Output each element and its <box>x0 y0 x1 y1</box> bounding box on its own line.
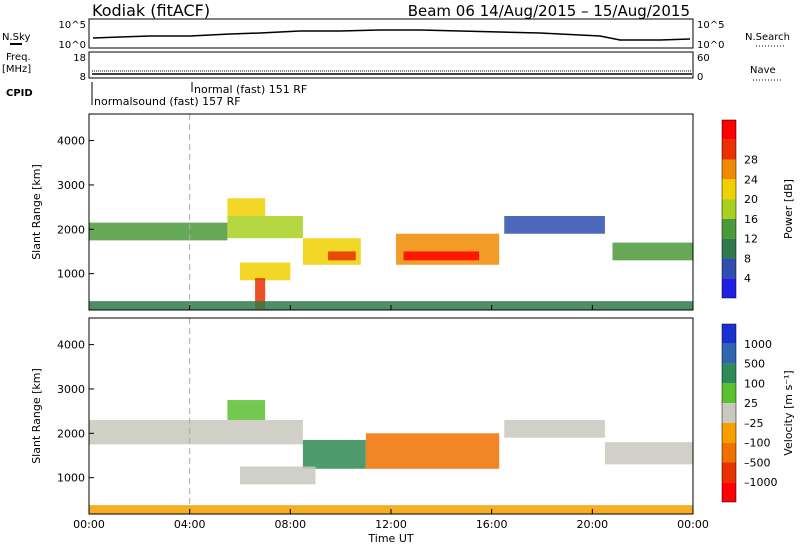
nsky-trace <box>92 29 691 41</box>
nsky-tick-top: 10^5 <box>59 20 86 31</box>
nsky-label: N.Sky <box>2 32 30 43</box>
nsearch-label: N.Search <box>745 32 790 43</box>
nsky-strip-frame <box>88 18 694 49</box>
power-panel-background <box>89 114 693 310</box>
colorbar-tick-label: 16 <box>744 213 758 226</box>
velocity-echo-band <box>365 433 500 469</box>
y-tick-label: 4000 <box>57 135 85 148</box>
colorbar-tick-label: 4 <box>744 272 751 285</box>
freq-tick-bottom: 8 <box>80 72 86 83</box>
colorbar-segment <box>722 343 736 364</box>
velocity-echo-band <box>604 442 693 465</box>
freq-strip-frame <box>88 51 694 79</box>
velocity-echo-band <box>89 419 303 445</box>
power-echo-band <box>504 215 605 234</box>
y-tick-label: 1000 <box>57 268 85 281</box>
x-tick-label: 08:00 <box>274 518 306 531</box>
colorbar-tick-label: –100 <box>744 437 771 450</box>
colorbar-segment <box>722 139 736 160</box>
colorbar-frame <box>721 119 737 299</box>
colorbar-tick-label: 24 <box>744 173 758 186</box>
colorbar-segment <box>722 403 736 423</box>
colorbar-segment <box>722 258 736 279</box>
power-echo-band <box>227 198 266 216</box>
colorbar-segment <box>722 278 736 298</box>
power-echo-band <box>255 278 266 310</box>
nsearch-tick-top: 10^5 <box>697 20 724 31</box>
beam-date-title: Beam 06 14/Aug/2015 – 15/Aug/2015 <box>408 2 690 20</box>
velocity-echo-band <box>504 419 605 438</box>
colorbar-label: Velocity [m s⁻¹] <box>782 370 795 455</box>
x-tick-label: 12:00 <box>375 518 407 531</box>
station-title: Kodiak (fitACF) <box>92 1 210 20</box>
cpid-program-1: normalsound (fast) 157 RF <box>94 95 241 108</box>
cpid-program-2: normal (fast) 151 RF <box>194 83 307 96</box>
data-panels: 1000 2000 3000 4000 Slant Range [km] 4 8 12 16 20… <box>30 113 795 545</box>
x-tick-label: 04:00 <box>174 518 206 531</box>
colorbar-tick-label: 100 <box>744 377 765 390</box>
x-axis-label: Time UT <box>367 532 413 545</box>
y-axis-label: Slant Range [km] <box>30 164 43 260</box>
velocity-echo-band <box>240 466 316 485</box>
velocity-panel-background <box>89 318 693 514</box>
colorbar-tick-label: 28 <box>744 154 758 167</box>
power-echo-band <box>612 242 693 261</box>
colorbar-segment <box>722 159 736 180</box>
freq-unit-label: [MHz] <box>2 64 31 75</box>
colorbar-segment <box>722 218 736 239</box>
velocity-echo-band <box>302 439 366 469</box>
colorbar-segment <box>722 442 736 463</box>
y-tick-label: 2000 <box>57 427 85 440</box>
power-echo-band <box>403 251 480 261</box>
colorbar-tick-label: 25 <box>744 397 758 410</box>
colorbar-segment <box>722 363 736 384</box>
cpid-label: CPID <box>6 88 33 99</box>
x-tick-label: 00:00 <box>73 518 105 531</box>
power-echo-band <box>227 215 303 239</box>
colorbar-tick-label: –1000 <box>744 476 778 489</box>
colorbar-tick-label: 20 <box>744 193 758 206</box>
velocity-echo-band <box>227 400 266 420</box>
colorbar-tick-label: –500 <box>744 456 771 469</box>
power-echo-band <box>328 251 356 261</box>
colorbar-label: Power [dB] <box>782 179 795 239</box>
colorbar-segment <box>722 462 736 483</box>
colorbar-tick-label: 1000 <box>744 338 772 351</box>
x-tick-label: 20:00 <box>576 518 608 531</box>
y-tick-label: 4000 <box>57 339 85 352</box>
colorbar-segment <box>722 383 736 404</box>
nave-label: Nave <box>750 65 776 76</box>
freq-tick-top: 18 <box>73 53 86 64</box>
power-echo-band <box>89 222 228 241</box>
colorbar-segment <box>722 422 736 443</box>
power-echo-band <box>240 262 291 281</box>
nsearch-tick-bottom: 10^0 <box>697 40 724 51</box>
freq-label: Freq. <box>6 52 31 63</box>
colorbar-tick-label: 8 <box>744 252 751 265</box>
colorbar-segment <box>722 120 736 140</box>
colorbar-tick-label: 12 <box>744 233 758 246</box>
nave-tick-top: 60 <box>697 53 710 64</box>
y-tick-label: 3000 <box>57 383 85 396</box>
y-axis-label: Slant Range [km] <box>30 368 43 464</box>
y-tick-label: 3000 <box>57 179 85 192</box>
colorbar-segment <box>722 179 736 200</box>
y-tick-label: 2000 <box>57 223 85 236</box>
colorbar-tick-label: –25 <box>744 417 764 430</box>
colorbar-tick-label: 500 <box>744 358 765 371</box>
colorbar-segment <box>722 199 736 219</box>
x-tick-label: 16:00 <box>476 518 508 531</box>
colorbar-frame <box>721 323 737 503</box>
colorbar-segment <box>722 324 736 344</box>
nave-tick-bottom: 0 <box>697 72 703 83</box>
colorbar-segment <box>722 238 736 259</box>
y-tick-label: 1000 <box>57 472 85 485</box>
x-tick-label: 00:00 <box>677 518 709 531</box>
colorbar-segment <box>722 482 736 502</box>
nsky-tick-bottom: 10^0 <box>59 40 86 51</box>
